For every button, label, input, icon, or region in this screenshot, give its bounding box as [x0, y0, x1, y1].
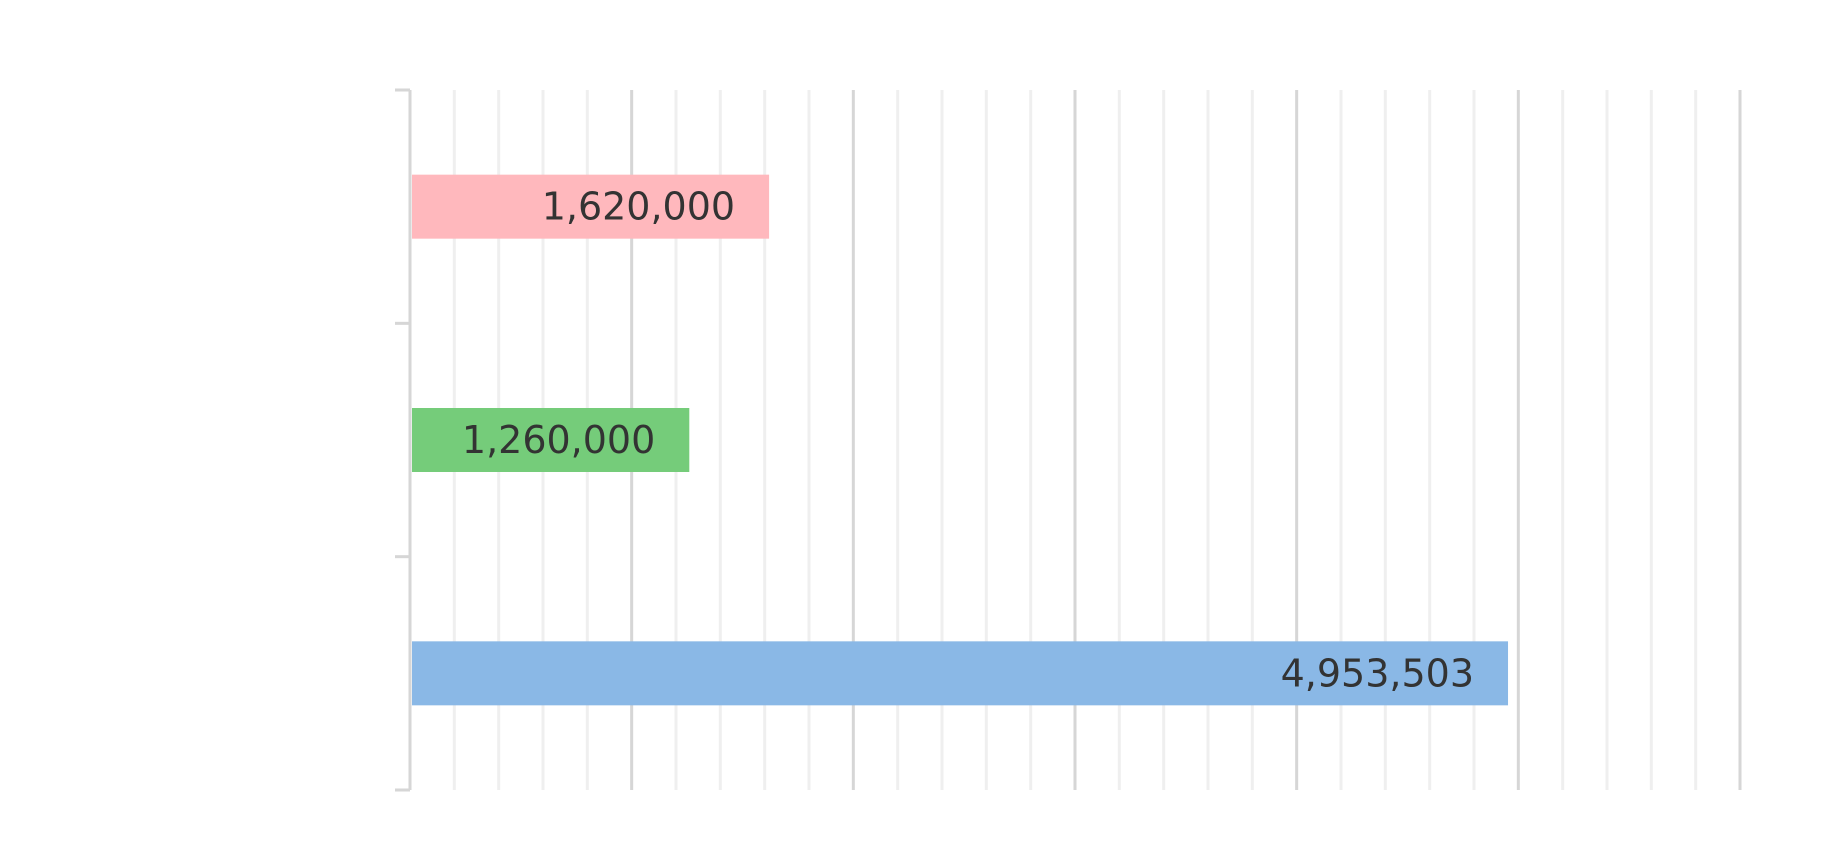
bar: [412, 174, 770, 239]
data-label: 1,620,000: [542, 185, 735, 229]
bar: [412, 641, 1509, 706]
data-label: 1,260,000: [462, 418, 655, 462]
bar: [412, 408, 690, 472]
bar-layer: [412, 174, 1509, 706]
axis-layer: [395, 88, 412, 792]
label-layer: 1,620,000 1,260,000 4,953,503: [462, 185, 1474, 696]
data-label: 4,953,503: [1281, 651, 1474, 695]
